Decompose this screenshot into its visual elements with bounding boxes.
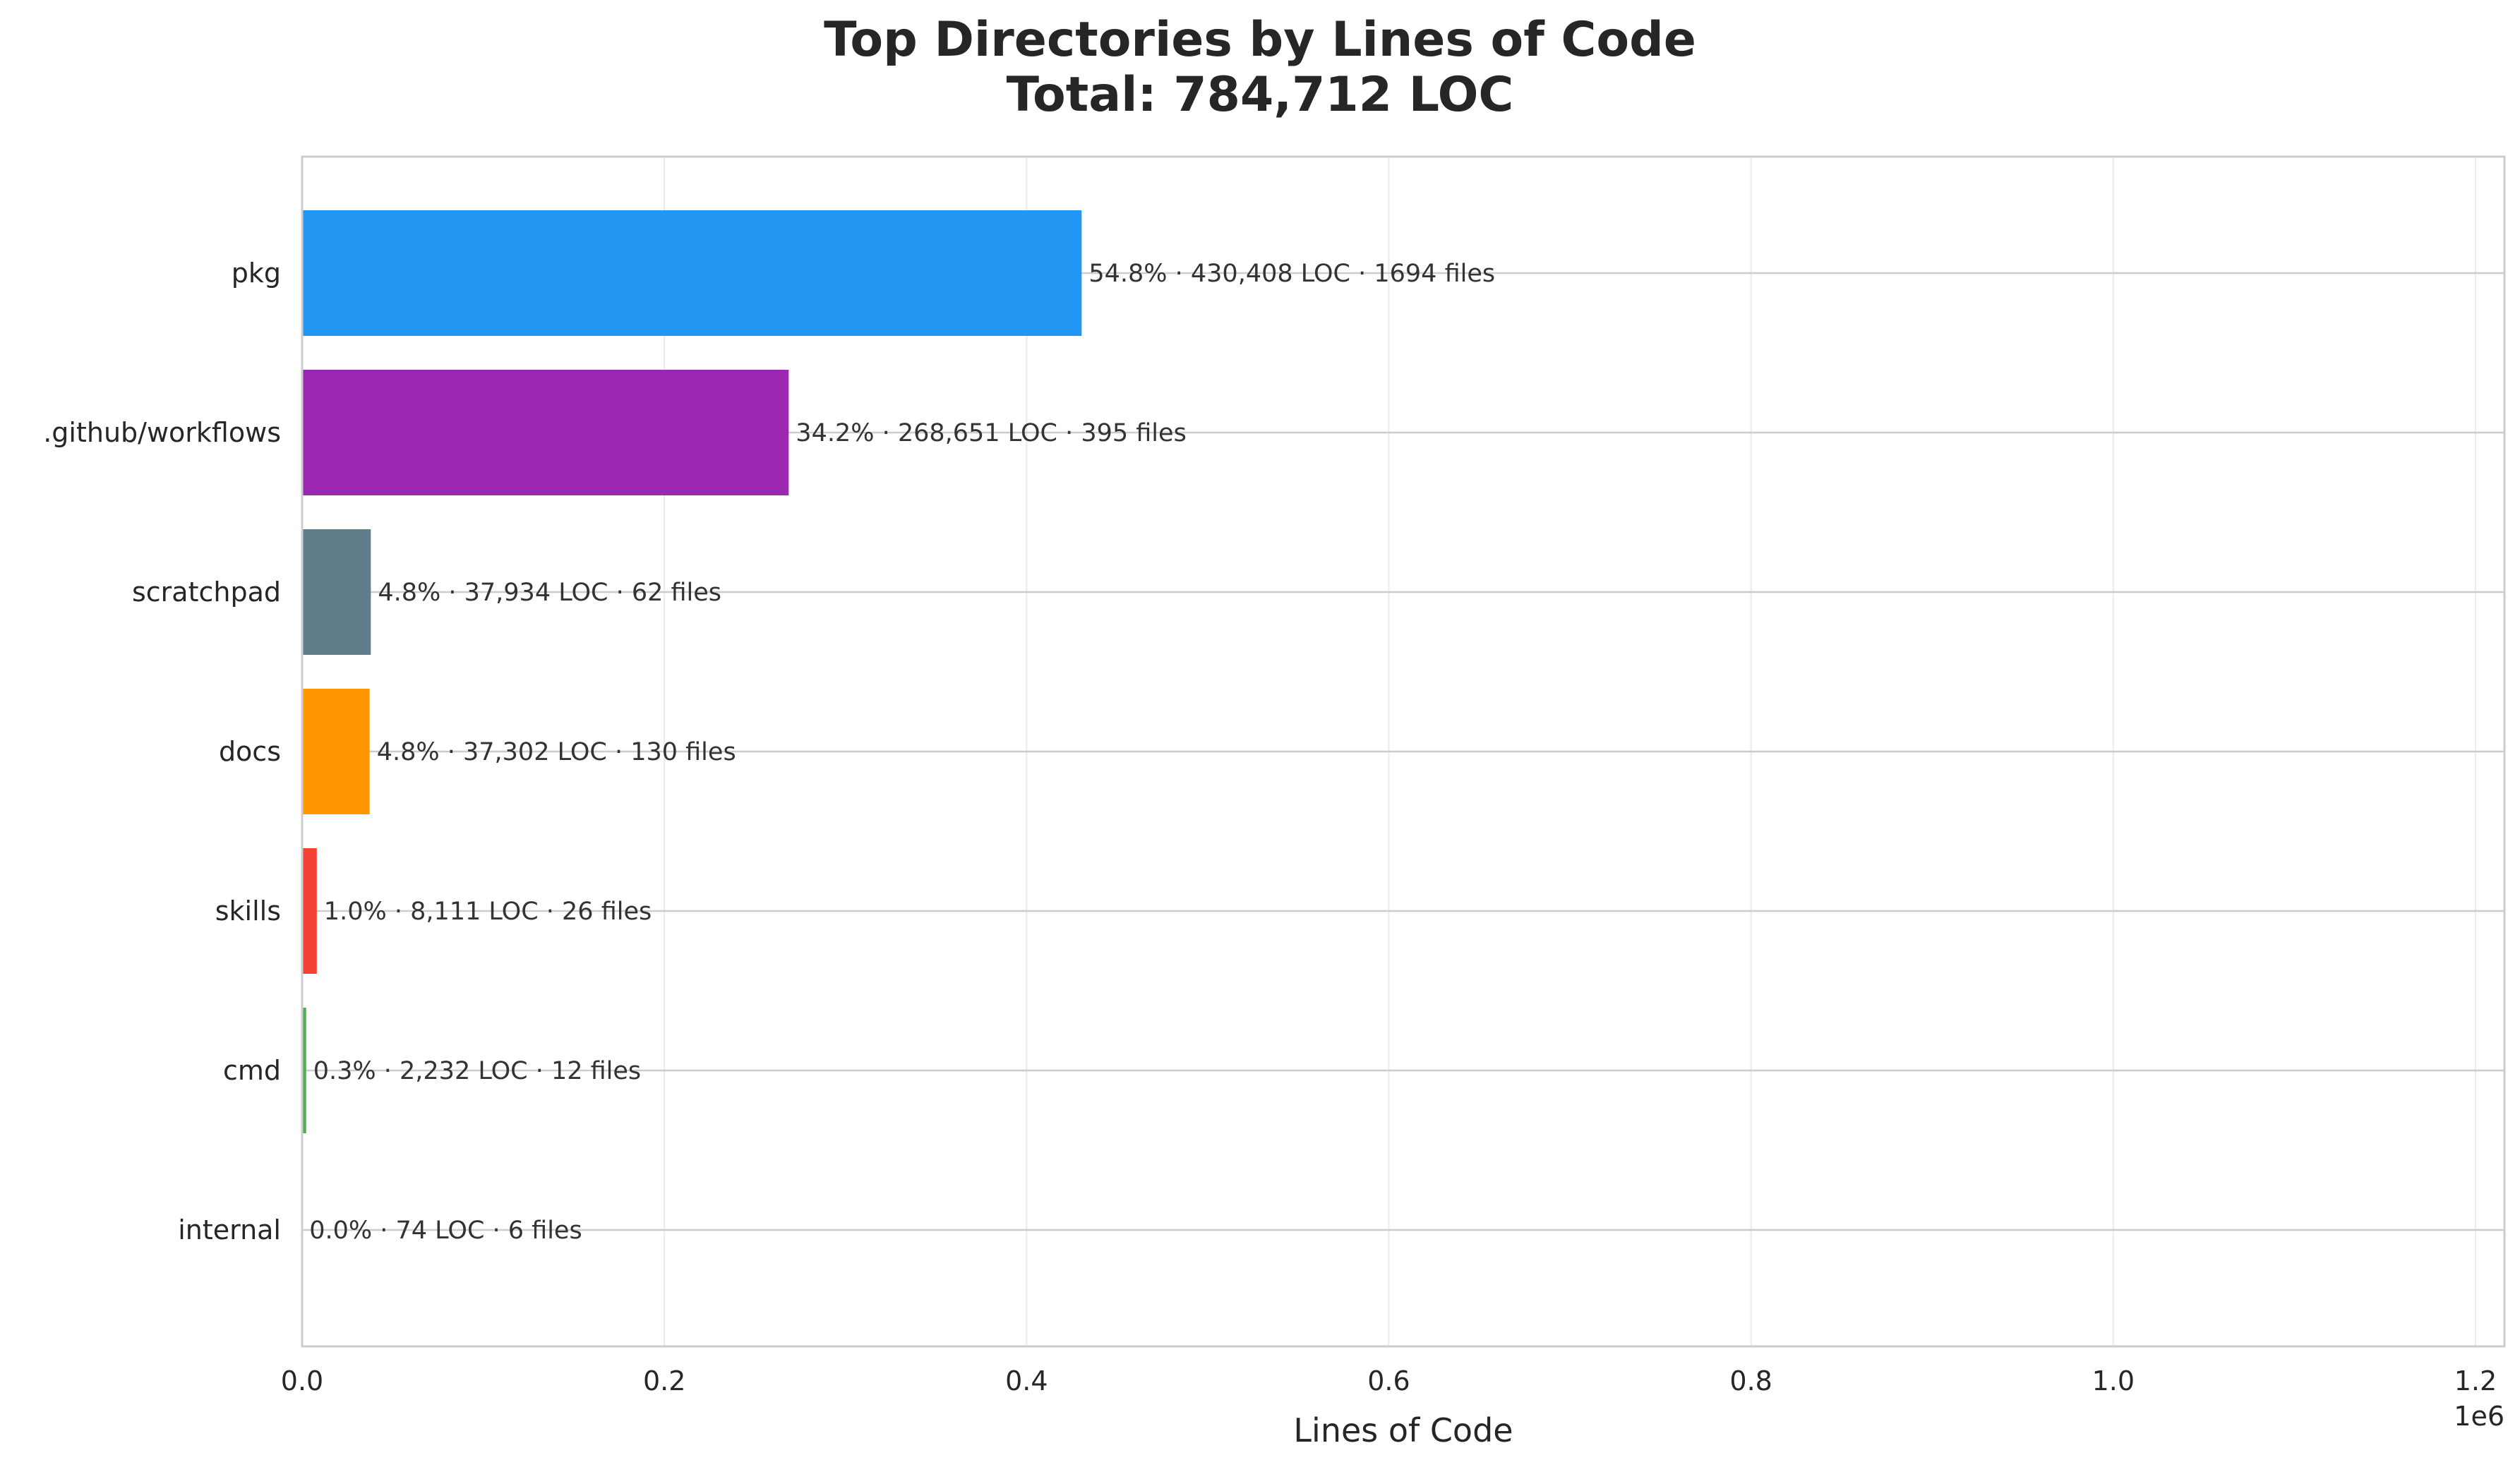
bar-data-label: 54.8% · 430,408 LOC · 1694 files — [1088, 260, 1495, 288]
category-label: .github/workflows — [43, 417, 281, 448]
bar-cmd — [302, 1008, 306, 1133]
category-label: internal — [178, 1214, 281, 1245]
x-tick-label: 1.2 — [2454, 1365, 2497, 1396]
bar-data-label: 0.3% · 2,232 LOC · 12 files — [313, 1057, 641, 1085]
category-label: cmd — [223, 1055, 281, 1086]
bars — [302, 210, 1082, 1293]
x-tick-label: 0.0 — [281, 1365, 323, 1396]
bar-docs — [302, 689, 370, 814]
x-axis-title: Lines of Code — [1293, 1411, 1513, 1449]
bar-scratchpad — [302, 529, 371, 655]
bar-pkg — [302, 210, 1082, 336]
x-tick-label: 1.0 — [2092, 1365, 2135, 1396]
bar-skills — [302, 848, 317, 974]
category-label: docs — [219, 736, 281, 767]
bar-data-label: 4.8% · 37,934 LOC · 62 files — [378, 579, 721, 607]
plot-frame — [301, 155, 2506, 1348]
bar-data-label: 4.8% · 37,302 LOC · 130 files — [377, 738, 736, 766]
category-label: scratchpad — [132, 577, 281, 608]
category-label: skills — [215, 895, 281, 927]
x-tick-label: 0.8 — [1729, 1365, 1772, 1396]
bar-github-workflows — [302, 370, 789, 495]
data-labels: 54.8% · 430,408 LOC · 1694 files 34.2% · … — [309, 260, 1495, 1245]
bar-data-label: 34.2% · 268,651 LOC · 395 files — [796, 419, 1187, 447]
bar-data-label: 0.0% · 74 LOC · 6 files — [309, 1217, 582, 1245]
chart-title: Top Directories by Lines of Code Total: … — [0, 13, 2520, 123]
x-axis-offset-label: 1e6 — [2454, 1401, 2504, 1432]
grid-lines — [301, 157, 2504, 1346]
chart-title-line: Top Directories by Lines of Code — [824, 12, 1696, 68]
category-label: pkg — [232, 258, 281, 289]
x-tick-labels: 0.0 0.2 0.4 0.6 0.8 1.0 1.2 — [281, 1365, 2497, 1396]
bar-data-label: 1.0% · 8,111 LOC · 26 files — [324, 898, 652, 926]
x-tick-label: 0.6 — [1367, 1365, 1410, 1396]
chart-subtitle-line: Total: 784,712 LOC — [1006, 67, 1514, 123]
x-tick-label: 0.2 — [643, 1365, 685, 1396]
x-tick-label: 0.4 — [1005, 1365, 1048, 1396]
category-labels: pkg .github/workflows scratchpad docs skills… — [43, 258, 281, 1245]
